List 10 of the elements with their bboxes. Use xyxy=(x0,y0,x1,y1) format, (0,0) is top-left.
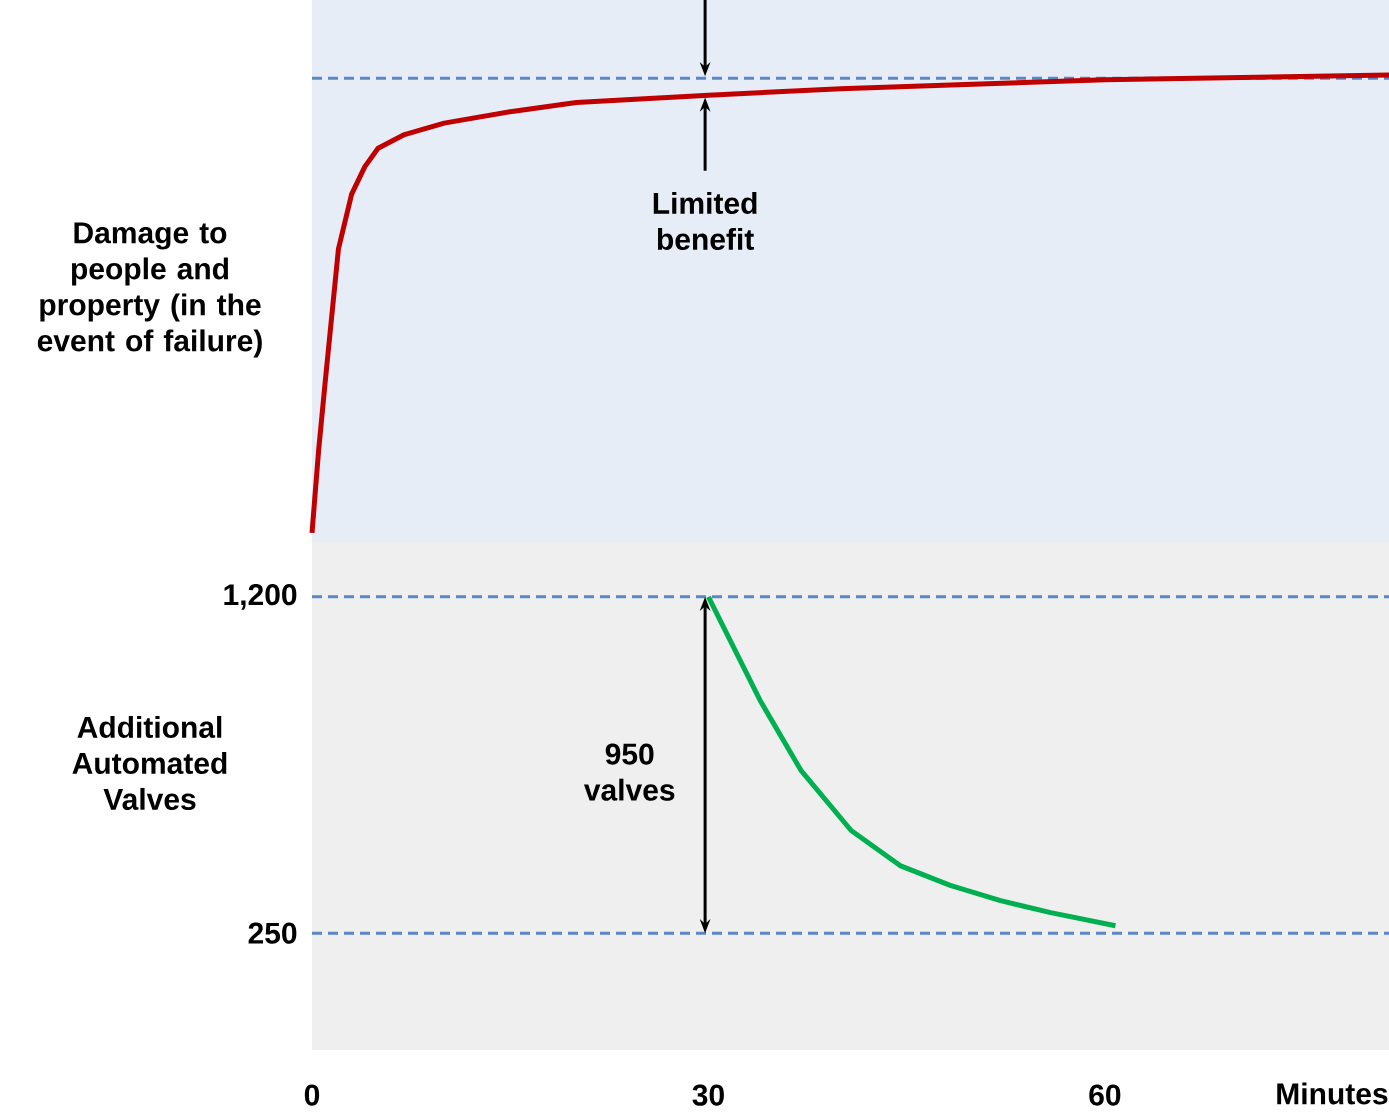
y-tick-label: 1,200 xyxy=(224,584,297,610)
x-axis-title: Minutes xyxy=(1277,1082,1388,1105)
y-axis-title: Additional Automated Valves xyxy=(72,715,227,810)
y-tick-label: 250 xyxy=(248,922,297,944)
annotation: Limited benefit xyxy=(653,191,757,250)
x-tick-label: 0 xyxy=(304,1084,320,1106)
x-tick-label: 30 xyxy=(692,1084,724,1106)
y-axis-title: Damage to people and property (in the event of failure) xyxy=(37,222,262,358)
x-tick-label: 60 xyxy=(1089,1084,1121,1106)
annotation: 950 valves xyxy=(583,743,675,801)
